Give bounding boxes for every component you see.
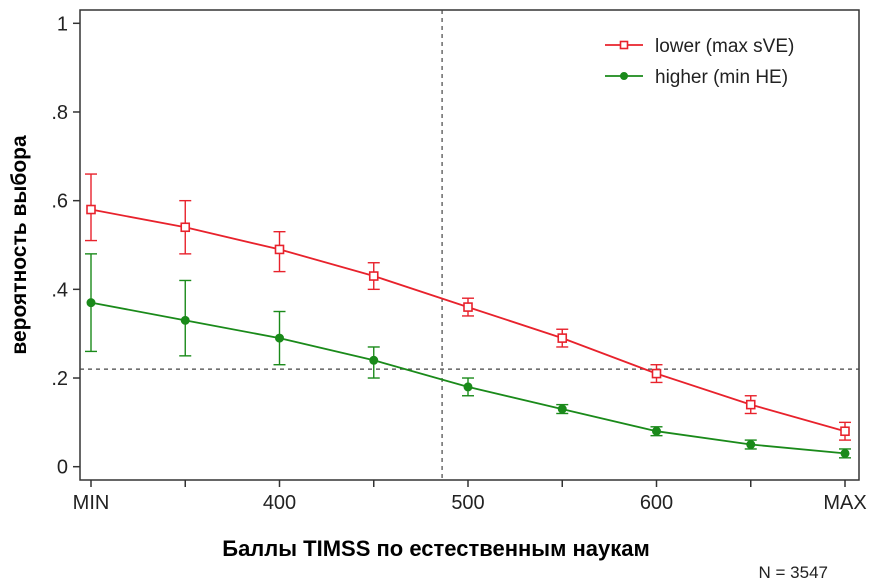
marker <box>557 333 568 343</box>
marker <box>463 302 473 312</box>
marker <box>275 333 284 343</box>
marker <box>746 440 756 450</box>
y-tick-label: .2 <box>51 368 68 390</box>
marker <box>86 298 96 308</box>
marker <box>619 40 629 50</box>
legend-label: higher (min HE) <box>655 67 788 88</box>
x-tick-label: 600 <box>640 492 673 514</box>
y-tick-label: 0 <box>57 457 68 479</box>
marker <box>840 448 850 458</box>
x-tick-label: MIN <box>73 492 110 514</box>
marker <box>274 244 285 255</box>
marker <box>180 222 191 233</box>
marker <box>463 382 473 392</box>
marker <box>557 404 567 414</box>
marker <box>180 315 190 325</box>
y-tick-label: .6 <box>51 191 68 213</box>
x-tick-label: MAX <box>823 492 866 514</box>
y-tick-label: .4 <box>51 279 68 301</box>
x-axis-label: Баллы TIMSS по естественным наукам <box>222 536 650 561</box>
legend-item: lower (max sVE) <box>605 36 794 57</box>
x-tick-label: 500 <box>451 492 484 514</box>
y-tick-label: .8 <box>51 102 68 124</box>
marker <box>652 426 661 436</box>
series-0 <box>85 173 851 441</box>
x-tick-label: 400 <box>263 492 296 514</box>
series-1 <box>85 253 851 459</box>
marker <box>840 426 850 437</box>
legend-item: higher (min HE) <box>605 67 788 88</box>
series-line <box>90 208 846 433</box>
y-axis-label: вероятность выбора <box>8 135 31 355</box>
marker <box>651 368 662 379</box>
marker <box>368 271 379 281</box>
legend-label: lower (max sVE) <box>655 36 794 57</box>
marker <box>620 72 628 80</box>
sample-size-note: N = 3547 <box>758 563 828 582</box>
y-tick-label: 1 <box>57 13 68 35</box>
marker <box>369 355 379 365</box>
marker <box>745 399 756 410</box>
plot-area <box>79 9 860 481</box>
marker <box>86 204 96 215</box>
